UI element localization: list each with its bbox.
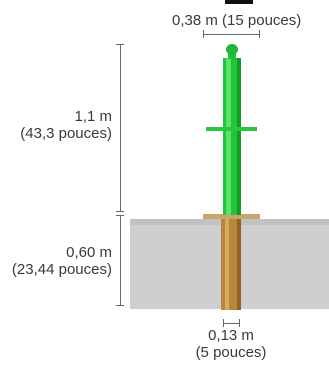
sleeve-label: 0,13 m (5 pouces) — [181, 327, 281, 361]
bollard-top-knob — [226, 44, 238, 55]
bollard-neck — [228, 52, 236, 59]
sleeve-tick-right — [239, 319, 240, 327]
sleeve-imperial: (5 pouces) — [195, 344, 267, 361]
above-ground-tick-bottom — [116, 211, 124, 212]
sleeve-dimension-line — [223, 323, 240, 324]
below-ground-tick-top — [116, 215, 124, 216]
bollard-post-highlight — [226, 58, 231, 215]
base-flange — [203, 214, 260, 219]
below-ground-value: 0,60 m — [66, 244, 112, 261]
bollard-crossbar — [206, 127, 257, 131]
below-ground-dimension-line — [120, 215, 121, 306]
above-ground-imperial: (43,3 pouces) — [20, 125, 112, 142]
sleeve-value: 0,13 m — [208, 327, 254, 344]
top-width-dimension-line — [203, 34, 260, 35]
top-width-tick-right — [259, 30, 260, 38]
sleeve-tick-left — [223, 319, 224, 327]
below-ground-label: 0,60 m (23,44 pouces) — [12, 244, 112, 278]
ground-sleeve-highlight — [225, 219, 229, 310]
ground-sleeve-shadow — [237, 219, 241, 310]
below-ground-imperial: (23,44 pouces) — [11, 261, 112, 278]
above-ground-value: 1,1 m — [74, 108, 112, 125]
top-width-value: 0,38 m — [172, 12, 218, 29]
top-width-tick-left — [203, 30, 204, 38]
above-ground-label: 1,1 m (43,3 pouces) — [20, 108, 112, 142]
bollard-post-shadow — [237, 58, 241, 215]
above-ground-tick-top — [116, 44, 124, 45]
top-width-imperial: (15 pouces) — [222, 12, 302, 29]
below-ground-tick-bottom — [116, 305, 124, 306]
top-width-label: 0,38 m (15 pouces) — [172, 12, 301, 29]
above-ground-dimension-line — [120, 44, 121, 212]
partial-top-icon — [225, 0, 253, 4]
